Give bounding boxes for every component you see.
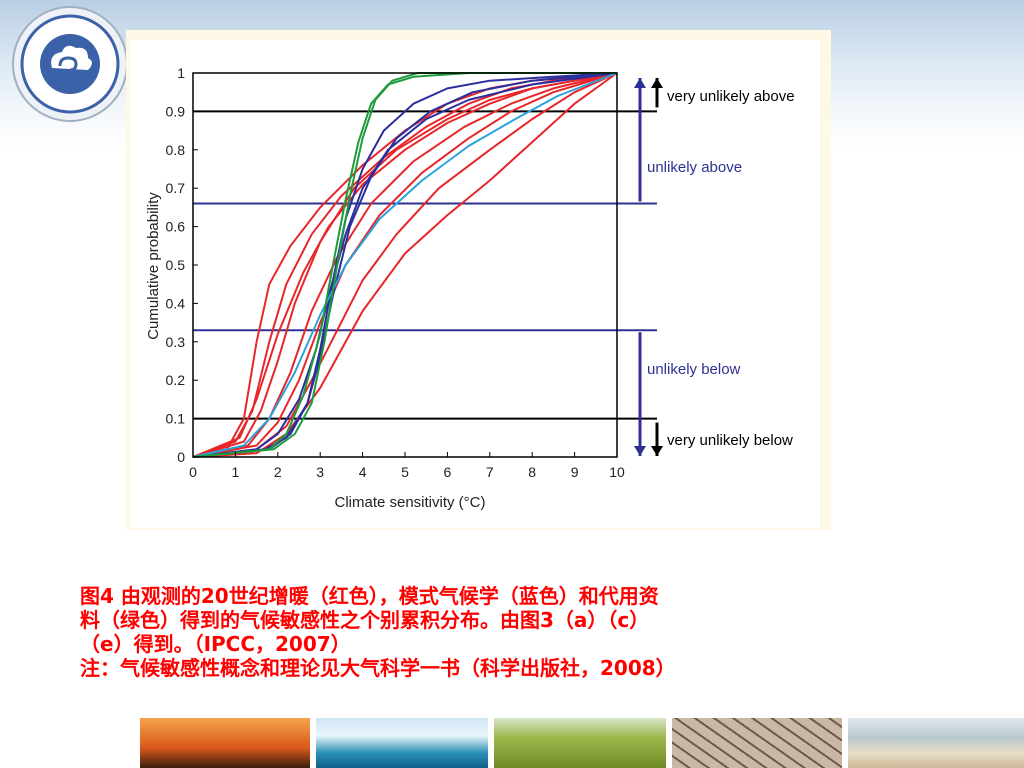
very-unlikely-below-arrowhead <box>651 446 663 456</box>
x-tick-label: 3 <box>316 464 324 480</box>
y-tick-label: 0.1 <box>166 411 186 427</box>
coastline-photo <box>848 718 1024 768</box>
x-tick-label: 6 <box>444 464 452 480</box>
series-line-5 <box>192 72 618 458</box>
glacier-iceberg-photo <box>316 718 488 768</box>
unlikely-above-arrowhead <box>634 78 646 88</box>
x-tick-label: 8 <box>528 464 536 480</box>
series-line-12 <box>192 72 617 458</box>
photo-strip <box>140 718 1024 768</box>
caption-line-3: （e）得到。（IPCC，2007） <box>80 632 351 656</box>
annotation-label-2: unlikely below <box>647 361 741 378</box>
caption-line-2: 料（绿色）得到的气候敏感性之个别累积分布。由图3（a）（c） <box>80 608 650 632</box>
x-tick-label: 9 <box>571 464 579 480</box>
very-unlikely-above-arrowhead <box>651 78 663 88</box>
annotation-label-0: very unlikely above <box>667 88 795 105</box>
x-tick-label: 1 <box>232 464 240 480</box>
y-tick-label: 1 <box>177 65 185 81</box>
y-axis-label: Cumulative probability <box>145 192 162 340</box>
y-tick-label: 0.2 <box>166 372 186 388</box>
annotation-label-1: unlikely above <box>647 159 742 176</box>
figure-caption: 图4 由观测的20世纪增暖（红色），模式气候学（蓝色）和代用资 料（绿色）得到的… <box>80 584 940 680</box>
y-tick-label: 0.9 <box>166 103 186 119</box>
y-tick-label: 0.7 <box>166 180 186 196</box>
y-tick-label: 0.6 <box>166 219 186 235</box>
x-tick-label: 2 <box>274 464 282 480</box>
y-tick-label: 0.8 <box>166 142 186 158</box>
industrial-smokestacks-photo <box>140 718 310 768</box>
x-axis-label: Climate sensitivity (°C) <box>334 494 485 511</box>
y-tick-label: 0.4 <box>166 295 186 311</box>
x-tick-label: 0 <box>189 464 197 480</box>
x-tick-label: 7 <box>486 464 494 480</box>
x-tick-label: 4 <box>359 464 367 480</box>
series-line-4 <box>192 72 618 458</box>
caption-line-1: 图4 由观测的20世纪增暖（红色），模式气候学（蓝色）和代用资 <box>80 584 659 608</box>
unlikely-below-arrowhead <box>634 446 646 456</box>
caption-line-4: 注：气候敏感性概念和理论见大气科学一书（科学出版社，2008） <box>80 656 676 680</box>
annotation-label-3: very unlikely below <box>667 432 793 449</box>
series-line-8 <box>192 72 618 458</box>
cracked-earth-photo <box>672 718 842 768</box>
series-line-10 <box>192 72 618 458</box>
grassland-photo <box>494 718 666 768</box>
x-tick-label: 10 <box>609 464 625 480</box>
y-tick-label: 0 <box>177 449 185 465</box>
series-line-11 <box>192 72 618 458</box>
x-tick-label: 5 <box>401 464 409 480</box>
series-line-7 <box>192 72 618 458</box>
y-tick-label: 0.3 <box>166 334 186 350</box>
y-tick-label: 0.5 <box>166 257 186 273</box>
